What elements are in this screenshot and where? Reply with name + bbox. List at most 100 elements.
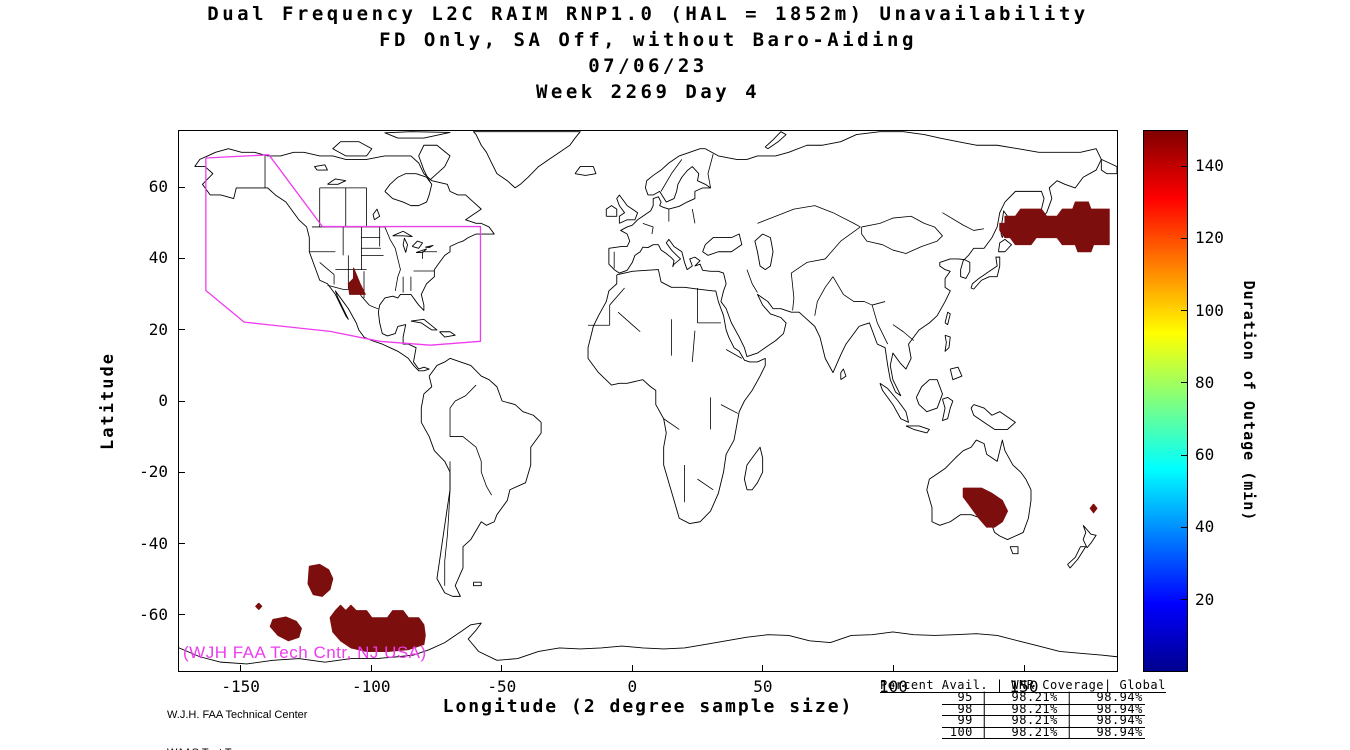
- coastline: [754, 233, 774, 271]
- coastline: [179, 622, 1117, 665]
- x-axis-tick: [240, 665, 242, 671]
- world-map: [179, 131, 1117, 665]
- y-axis-tick-label: -20: [139, 462, 168, 482]
- colorbar-gradient: [1144, 131, 1187, 671]
- x-axis-label: Longitude (2 degree sample size): [442, 696, 854, 717]
- coastline: [764, 131, 787, 150]
- footer-line-1: W.J.H. FAA Technical Center: [167, 709, 308, 721]
- x-axis-tick-label: 100: [878, 677, 908, 696]
- x-axis-tick: [762, 665, 764, 671]
- country-border: [319, 262, 335, 275]
- footer-line-2: WAAS Test Team: [167, 747, 307, 750]
- y-axis-tick-label: 40: [148, 248, 168, 268]
- y-axis-tick: [179, 186, 185, 188]
- outage-region-south-pacific-west-cluster: [269, 616, 302, 642]
- title-line-2: FD Only, SA Off, without Baro-Aiding: [379, 29, 917, 51]
- colorbar-tick-label: 100: [1195, 300, 1224, 320]
- y-axis-tick-label: 0: [158, 391, 168, 410]
- coastline: [998, 238, 1012, 253]
- coastline: [944, 311, 951, 326]
- y-axis-tick-label: 20: [148, 319, 168, 339]
- colorbar-tick: [1181, 526, 1187, 528]
- coverage-stats-table: Percent Avail. | WNR Coverage| Global 95…: [880, 679, 1166, 739]
- y-axis-tick-label: -40: [139, 533, 168, 553]
- outage-region-arizona-new-mexico: [347, 267, 366, 295]
- coastline: [327, 178, 347, 185]
- coastline: [605, 205, 618, 217]
- coastline: [410, 318, 438, 331]
- coastline: [194, 148, 495, 372]
- y-axis-tick: [179, 329, 185, 331]
- country-border: [892, 324, 914, 341]
- coastline: [415, 248, 428, 253]
- country-border: [814, 276, 834, 316]
- coastline: [439, 331, 456, 338]
- coastline: [587, 269, 766, 524]
- x-axis-tick-label: -100: [351, 677, 391, 696]
- colorbar-tick: [1181, 237, 1187, 239]
- country-border: [790, 226, 861, 311]
- coastline: [1067, 546, 1087, 569]
- title-line-3-date: 07/06/23: [588, 55, 708, 77]
- stats-row: 99 | 98.21% | 98.94%: [942, 713, 1145, 728]
- country-border: [663, 418, 680, 430]
- coastline: [905, 425, 930, 434]
- outage-regions-layer: [255, 201, 1110, 652]
- coastline: [420, 357, 542, 597]
- colorbar-tick: [1181, 382, 1187, 384]
- x-axis-tick: [1023, 665, 1025, 671]
- waas-boundary-layer: [205, 154, 482, 346]
- x-axis-tick: [892, 665, 894, 671]
- footer-credit: W.J.H. FAA Technical Center WAAS Test Te…: [167, 684, 307, 750]
- coastline: [926, 439, 1032, 541]
- coastline: [1082, 525, 1097, 549]
- outage-region-south-pacific-mid: [307, 563, 334, 597]
- coastline: [970, 404, 1016, 430]
- coastline: [411, 240, 424, 249]
- coastline: [402, 237, 408, 253]
- country-border: [720, 404, 739, 414]
- colorbar: [1143, 130, 1188, 672]
- country-border: [660, 159, 683, 192]
- outage-region-northwest-pacific: [999, 201, 1110, 253]
- coastline: [425, 244, 434, 249]
- coastline: [942, 396, 954, 421]
- outage-region-south-pacific-large: [329, 604, 426, 652]
- waas-service-volume: [205, 154, 482, 346]
- coastline: [915, 379, 943, 413]
- coastline: [616, 194, 639, 224]
- country-border: [422, 251, 437, 259]
- coastline: [314, 164, 328, 171]
- country-border: [384, 226, 401, 291]
- colorbar-tick: [1181, 599, 1187, 601]
- country-border: [691, 330, 696, 362]
- colorbar-label: Duration of Outage (min): [1240, 280, 1258, 522]
- coastline: [372, 208, 381, 221]
- coastline: [840, 368, 847, 381]
- colorbar-tick: [1181, 165, 1187, 167]
- title-line-1: Dual Frequency L2C RAIM RNP1.0 (HAL = 18…: [207, 3, 1089, 25]
- coastline: [418, 144, 451, 182]
- country-border: [444, 461, 451, 586]
- y-axis-tick: [179, 471, 185, 473]
- country-border: [871, 304, 889, 345]
- coastline: [473, 131, 581, 189]
- outage-region-south-australia: [962, 487, 1009, 528]
- y-axis-tick: [179, 614, 185, 616]
- stats-header: Percent Avail. | WNR Coverage| Global: [880, 678, 1166, 693]
- coastline: [970, 256, 1001, 290]
- outage-region-south-pacific-spot: [255, 602, 263, 611]
- colorbar-tick-label: 20: [1195, 589, 1215, 609]
- outage-region-tasman-sea-spot: [1089, 503, 1098, 514]
- stats-rows: 95 | 98.21% | 98.94% 98 | 98.21% | 98.94…: [942, 690, 1166, 739]
- colorbar-tick: [1181, 310, 1187, 312]
- country-border: [697, 478, 714, 491]
- x-axis-tick-label: -150: [221, 677, 260, 696]
- y-axis-tick-label: 60: [148, 177, 168, 197]
- stats-row: 95 | 98.21% | 98.94%: [942, 690, 1145, 705]
- watermark-text: (WJH FAA Tech Cntr, NJ USA): [183, 643, 427, 662]
- y-axis-tick: [179, 543, 185, 545]
- colorbar-tick: [1181, 454, 1187, 456]
- coastline: [944, 334, 951, 352]
